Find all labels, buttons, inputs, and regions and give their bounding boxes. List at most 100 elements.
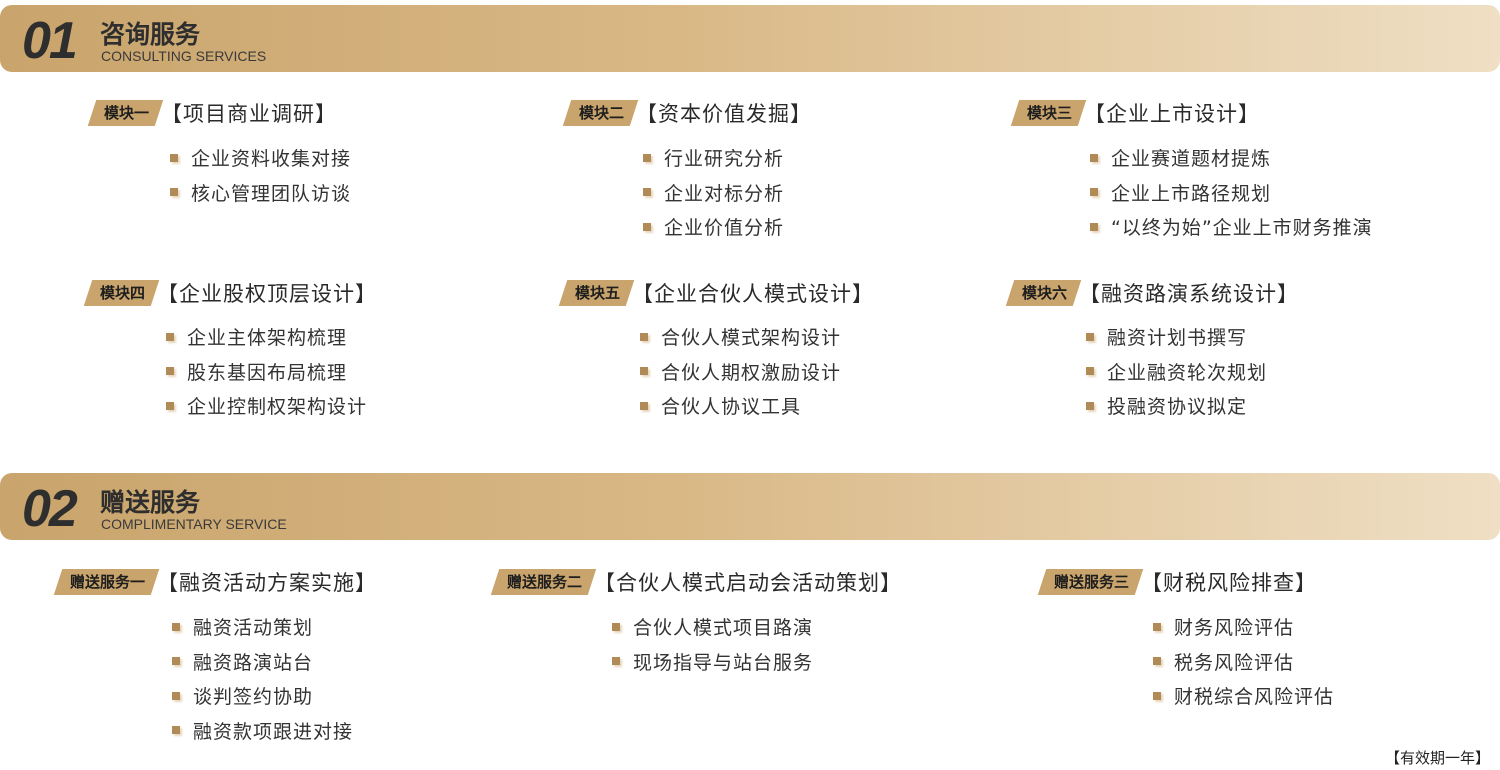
module-tag: 模块一 — [92, 100, 159, 126]
group-title: 【财税风险排查】 — [1141, 571, 1318, 595]
list-item-label: 财税综合风险评估 — [1174, 686, 1335, 708]
validity-note: 【有效期一年】 — [1384, 749, 1490, 767]
list-item: 融资计划书撰写 — [1086, 323, 1247, 350]
list-item-label: 企业融资轮次规划 — [1107, 361, 1268, 384]
list-item: 融资路演站台 — [172, 648, 313, 675]
square-bullet-icon — [640, 367, 648, 375]
section-title: 赠送服务 — [100, 488, 201, 517]
module-tag: 模块二 — [567, 100, 634, 126]
group-title: 【资本价值发掘】 — [636, 102, 813, 126]
module-tag: 赠送服务二 — [495, 569, 592, 595]
module-tag: 模块四 — [88, 280, 155, 306]
list-item-label: 现场指导与站台服务 — [633, 651, 814, 674]
group-heading: 模块四 【企业股权顶层设计】 — [88, 278, 377, 308]
list-item-label: 税务风险评估 — [1174, 651, 1295, 674]
group-heading: 赠送服务二 【合伙人模式启动会活动策划】 — [495, 567, 902, 597]
square-bullet-icon — [170, 188, 178, 196]
square-bullet-icon — [1086, 367, 1094, 375]
list-item-label: 企业资料收集对接 — [191, 148, 352, 170]
list-item: 企业主体架构梳理 — [166, 323, 347, 350]
list-item: 投融资协议拟定 — [1086, 392, 1247, 419]
list-item: 合伙人模式架构设计 — [640, 323, 841, 350]
list-item-label: 企业上市路径规划 — [1111, 182, 1272, 205]
list-item-label: 股东基因布局梳理 — [187, 361, 348, 384]
square-bullet-icon — [1153, 622, 1161, 631]
group-title: 【项目商业调研】 — [161, 102, 338, 126]
square-bullet-icon — [1086, 332, 1094, 341]
section-title: 咨询服务 — [100, 20, 201, 49]
section-header-complimentary: 02 赠送服务 COMPLIMENTARY SERVICE — [0, 473, 1500, 540]
list-item: 税务风险评估 — [1153, 648, 1294, 675]
square-bullet-icon — [1153, 691, 1161, 700]
square-bullet-icon — [643, 188, 651, 196]
list-item-label: 企业对标分析 — [664, 182, 785, 205]
square-bullet-icon — [166, 367, 174, 375]
list-item-label: 企业价值分析 — [664, 217, 785, 239]
list-item-label: 谈判签约协助 — [193, 686, 314, 708]
square-bullet-icon — [172, 691, 180, 700]
list-item: 现场指导与站台服务 — [612, 648, 813, 675]
list-item: 企业上市路径规划 — [1090, 179, 1271, 206]
section-header-consulting: 01 咨询服务 CONSULTING SERVICES — [0, 5, 1500, 72]
list-item: 企业资料收集对接 — [170, 144, 351, 171]
list-item-label: “以终为始”企业上市财务推演 — [1111, 217, 1373, 239]
square-bullet-icon — [640, 401, 648, 410]
group-title: 【合伙人模式启动会活动策划】 — [594, 571, 903, 595]
square-bullet-icon — [643, 222, 651, 231]
square-bullet-icon — [643, 153, 651, 162]
module-tag: 赠送服务一 — [58, 569, 155, 595]
square-bullet-icon — [1153, 657, 1161, 665]
list-item: 企业融资轮次规划 — [1086, 358, 1267, 385]
list-item: 谈判签约协助 — [172, 682, 313, 709]
group-heading: 模块六 【融资路演系统设计】 — [1010, 278, 1299, 308]
module-tag: 赠送服务三 — [1042, 569, 1139, 595]
list-item-label: 融资路演站台 — [193, 651, 314, 674]
list-item-label: 投融资协议拟定 — [1107, 396, 1248, 418]
list-item: 企业控制权架构设计 — [166, 392, 367, 419]
group-heading: 赠送服务一 【融资活动方案实施】 — [58, 567, 377, 597]
list-item: “以终为始”企业上市财务推演 — [1090, 213, 1373, 240]
list-item: 融资活动策划 — [172, 613, 313, 640]
list-item: 核心管理团队访谈 — [170, 179, 351, 206]
list-item: 合伙人协议工具 — [640, 392, 801, 419]
square-bullet-icon — [612, 657, 620, 665]
module-tag: 模块六 — [1010, 280, 1077, 306]
list-item: 股东基因布局梳理 — [166, 358, 347, 385]
list-item-label: 融资计划书撰写 — [1107, 327, 1248, 349]
list-item-label: 企业控制权架构设计 — [187, 396, 368, 418]
list-item-label: 财务风险评估 — [1174, 617, 1295, 639]
group-heading: 模块三 【企业上市设计】 — [1015, 98, 1260, 128]
list-item: 合伙人模式项目路演 — [612, 613, 813, 640]
square-bullet-icon — [166, 401, 174, 410]
group-title: 【企业上市设计】 — [1084, 102, 1261, 126]
square-bullet-icon — [612, 622, 620, 631]
list-item-label: 合伙人期权激励设计 — [661, 361, 842, 384]
group-title: 【融资活动方案实施】 — [157, 571, 378, 595]
module-tag: 模块三 — [1015, 100, 1082, 126]
list-item: 合伙人期权激励设计 — [640, 358, 841, 385]
list-item-label: 融资活动策划 — [193, 617, 314, 639]
group-title: 【融资路演系统设计】 — [1079, 282, 1300, 306]
list-item-label: 企业主体架构梳理 — [187, 327, 348, 349]
group-title: 【企业股权顶层设计】 — [157, 282, 378, 306]
list-item: 企业价值分析 — [643, 213, 784, 240]
square-bullet-icon — [1090, 188, 1098, 196]
list-item: 融资款项跟进对接 — [172, 717, 353, 744]
group-heading: 赠送服务三 【财税风险排查】 — [1042, 567, 1317, 597]
list-item-label: 企业赛道题材提炼 — [1111, 148, 1272, 170]
list-item: 企业赛道题材提炼 — [1090, 144, 1271, 171]
section-number: 01 — [22, 12, 78, 70]
list-item: 行业研究分析 — [643, 144, 784, 171]
module-tag: 模块五 — [563, 280, 630, 306]
section-subtitle: CONSULTING SERVICES — [101, 48, 267, 64]
list-item: 企业对标分析 — [643, 179, 784, 206]
group-heading: 模块二 【资本价值发掘】 — [567, 98, 812, 128]
section-number: 02 — [22, 480, 78, 538]
list-item-label: 合伙人模式架构设计 — [661, 327, 842, 349]
group-heading: 模块一 【项目商业调研】 — [92, 98, 337, 128]
list-item: 财务风险评估 — [1153, 613, 1294, 640]
list-item-label: 行业研究分析 — [664, 148, 785, 170]
list-item-label: 合伙人模式项目路演 — [633, 617, 814, 639]
square-bullet-icon — [640, 332, 648, 341]
group-heading: 模块五 【企业合伙人模式设计】 — [563, 278, 874, 308]
